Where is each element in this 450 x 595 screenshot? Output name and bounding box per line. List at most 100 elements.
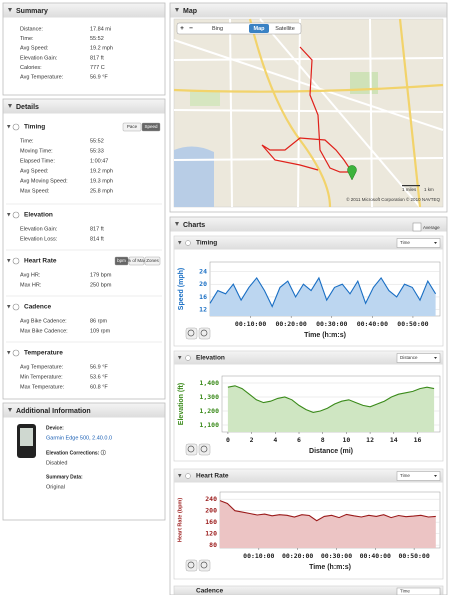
selector-label[interactable]: Time	[400, 240, 410, 245]
selector-arrow[interactable]	[434, 357, 437, 359]
toggle-button[interactable]	[114, 256, 129, 266]
zoom-icon[interactable]	[200, 329, 208, 337]
field-label: Elevation Gain:	[20, 226, 58, 232]
chart-selector[interactable]	[396, 353, 441, 363]
x-tick-label: 00:30:00	[316, 320, 347, 328]
field-value: 55:33	[90, 148, 104, 154]
x-tick-label: 00:50:00	[398, 552, 429, 560]
field-value: 817 ft	[90, 55, 104, 61]
selector-label[interactable]: Time	[400, 589, 410, 594]
panel-title: Details	[16, 104, 39, 111]
zoom-button[interactable]	[185, 327, 198, 340]
chart-header	[174, 351, 443, 365]
field-value: 55:52	[90, 138, 104, 144]
x-tick-label: 12	[366, 436, 374, 444]
chart-selector[interactable]	[396, 587, 441, 595]
field-label: Avg Bike Cadence:	[20, 318, 67, 324]
panel	[2, 402, 166, 521]
x-tick-label: 00:40:00	[360, 552, 391, 560]
collapse-icon[interactable]	[175, 222, 179, 226]
collapse-icon[interactable]	[7, 305, 11, 309]
field-label: Avg HR:	[20, 272, 41, 278]
map-provider[interactable]: Bing	[212, 26, 223, 32]
zoom-icon[interactable]	[187, 561, 195, 569]
chart-title: Heart Rate	[196, 473, 229, 480]
collapse-icon[interactable]	[175, 8, 179, 12]
x-axis-label: Distance (mi)	[309, 448, 353, 455]
collapse-icon[interactable]	[8, 8, 12, 12]
zoom-in[interactable]: +	[180, 25, 184, 32]
selector-arrow[interactable]	[434, 242, 437, 244]
selector-label[interactable]: Distance	[400, 355, 418, 360]
toggle-label[interactable]: Speed	[144, 124, 158, 129]
field-label: Distance:	[20, 26, 43, 32]
field-label: Max Bike Cadence:	[20, 328, 68, 334]
selector-label[interactable]: Time	[400, 473, 410, 478]
panel-header	[3, 3, 165, 18]
collapse-icon[interactable]	[7, 259, 11, 263]
field-value: 60.8 °F	[90, 384, 108, 390]
map-view[interactable]: Map	[254, 26, 266, 32]
zoom-button[interactable]	[185, 443, 198, 456]
info-label: Device:	[46, 425, 64, 431]
section-title: Temperature	[24, 350, 63, 357]
collapse-icon[interactable]	[178, 474, 182, 478]
collapse-icon[interactable]	[7, 213, 11, 217]
chart-box	[173, 585, 444, 595]
zoom-button[interactable]	[185, 559, 198, 572]
map-water	[174, 146, 214, 207]
device-link[interactable]: Garmin Edge 500, 2.40.0.0	[46, 435, 112, 441]
field-value: 250 bpm	[90, 282, 112, 288]
collapse-icon[interactable]	[8, 104, 12, 108]
zoom-icon[interactable]	[200, 561, 208, 569]
zoom-button[interactable]	[198, 327, 211, 340]
field-value: 25.8 mph	[90, 188, 113, 194]
zoom-button[interactable]	[198, 559, 211, 572]
map-view[interactable]: Satellite	[275, 26, 295, 32]
collapse-icon[interactable]	[178, 356, 182, 360]
field-value: 109 rpm	[90, 328, 111, 334]
y-axis-label: Elevation (ft)	[178, 383, 185, 425]
chart-selector[interactable]	[396, 471, 441, 481]
toggle-button[interactable]	[128, 256, 145, 266]
zoom-out[interactable]: −	[189, 25, 193, 32]
panel-header	[3, 99, 165, 114]
panel-header	[170, 217, 447, 232]
field-value: 56.9 °F	[90, 74, 108, 80]
chart-icon	[185, 240, 191, 246]
collapse-icon[interactable]	[8, 408, 12, 412]
field-value: 777 C	[90, 65, 105, 71]
toggle-label[interactable]: % of Max	[127, 258, 147, 263]
toggle-button[interactable]	[144, 256, 161, 266]
toggle-button[interactable]	[141, 122, 161, 132]
collapse-icon[interactable]	[7, 125, 11, 129]
zoom-icon[interactable]	[200, 445, 208, 453]
selector-arrow[interactable]	[434, 475, 437, 477]
field-value: 53.6 °F	[90, 374, 108, 380]
map-park	[190, 90, 220, 106]
average-checkbox[interactable]	[412, 222, 422, 232]
map-view-active[interactable]	[249, 24, 269, 33]
zoom-icon[interactable]	[187, 445, 195, 453]
field-value: 56.9 °F	[90, 364, 108, 370]
section-icon	[12, 303, 20, 311]
field-value: 19.3 mph	[90, 178, 113, 184]
field-value: 179 bpm	[90, 272, 112, 278]
field-label: Moving Time:	[20, 148, 53, 154]
map-highway	[248, 18, 332, 208]
end-pin	[347, 165, 357, 181]
collapse-icon[interactable]	[7, 351, 11, 355]
toggle-label[interactable]: bpm	[117, 258, 126, 263]
y-tick-label: 16	[199, 293, 207, 301]
zoom-icon[interactable]	[187, 329, 195, 337]
chart-selector[interactable]	[396, 238, 441, 248]
x-axis-label: Time (h:m:s)	[304, 332, 346, 339]
area-fill	[210, 277, 436, 316]
zoom-button[interactable]	[198, 443, 211, 456]
toggle-button[interactable]	[122, 122, 142, 132]
collapse-icon[interactable]	[178, 241, 182, 245]
area-fill	[220, 500, 436, 548]
toggle-label[interactable]: Zones	[146, 258, 159, 263]
toggle-label[interactable]: Pace	[127, 124, 138, 129]
y-axis-label: Heart Rate (bpm)	[177, 498, 183, 542]
